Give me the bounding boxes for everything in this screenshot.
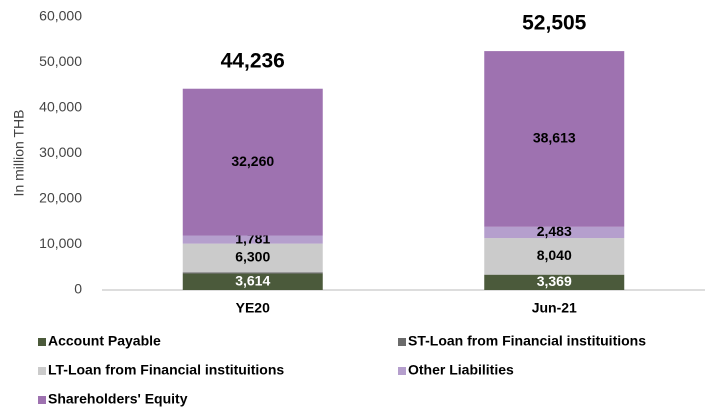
y-axis-label: In million THB bbox=[11, 110, 27, 197]
bar-segment bbox=[182, 235, 323, 244]
bar-segment bbox=[182, 272, 323, 274]
total-label: 44,236 bbox=[221, 49, 285, 72]
data-label: 8,040 bbox=[537, 247, 572, 263]
y-tick-label: 40,000 bbox=[39, 99, 82, 115]
legend-label: Account Payable bbox=[48, 333, 161, 349]
legend-swatch bbox=[38, 338, 46, 346]
data-label: 38,613 bbox=[533, 130, 576, 146]
x-tick-label: YE20 bbox=[236, 300, 270, 316]
data-label: 32,260 bbox=[231, 153, 274, 169]
y-tick-label: 20,000 bbox=[39, 190, 82, 206]
legend-swatch bbox=[398, 338, 406, 346]
y-tick-label: 30,000 bbox=[39, 144, 82, 160]
legend-swatch bbox=[38, 367, 46, 375]
bar-segment bbox=[182, 88, 323, 236]
legend-swatch bbox=[398, 367, 406, 375]
legend-label: Other Liabilities bbox=[408, 362, 514, 378]
x-tick-label: Jun-21 bbox=[532, 300, 577, 316]
bar-segment bbox=[484, 238, 625, 275]
bar-segment bbox=[484, 274, 625, 290]
y-tick-label: 60,000 bbox=[39, 8, 82, 24]
total-label: 52,505 bbox=[522, 12, 587, 35]
data-label: 3,369 bbox=[537, 273, 572, 289]
legend-label: ST-Loan from Financial instituitions bbox=[408, 333, 646, 349]
legend-swatch bbox=[38, 396, 46, 404]
legend-label: Shareholders' Equity bbox=[48, 391, 188, 407]
data-label: 3,614 bbox=[235, 272, 270, 288]
y-tick-label: 50,000 bbox=[39, 53, 82, 69]
legend-label: LT-Loan from Financial instituitions bbox=[48, 362, 284, 378]
y-tick-label: 0 bbox=[74, 281, 82, 297]
bar-segment bbox=[484, 226, 625, 239]
y-tick-label: 10,000 bbox=[39, 235, 82, 251]
bar-segment bbox=[182, 243, 323, 273]
bar-segment bbox=[182, 273, 323, 290]
data-label: 2,483 bbox=[537, 223, 572, 239]
data-label: 6,300 bbox=[235, 249, 270, 265]
bar-segment bbox=[484, 51, 625, 227]
